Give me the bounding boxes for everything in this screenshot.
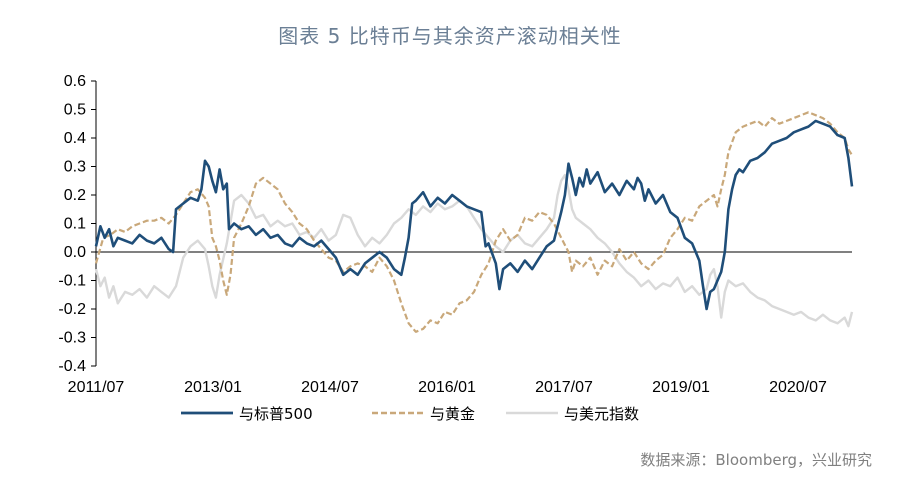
x-tick-label: 2016/01 xyxy=(418,379,476,396)
legend-label-2: 与美元指数 xyxy=(564,405,639,423)
series-line-1 xyxy=(94,111,853,333)
y-axis: -0.4 -0.3 -0.2 -0.1 0.0 0.1 0.2 0.3 0.4 0.5 0.6 xyxy=(58,73,97,375)
y-tick-label: 0.4 xyxy=(64,130,86,147)
x-axis: 2011/07 2013/01 2014/07 2016/01 2017/07 2019/… xyxy=(68,251,852,396)
y-tick-label: 0.3 xyxy=(64,159,86,176)
y-tick-label: -0.2 xyxy=(58,301,86,318)
x-tick-label: 2020/07 xyxy=(769,379,827,396)
x-tick-label: 2014/07 xyxy=(301,379,359,396)
series-lines xyxy=(94,111,854,333)
legend: 与标普500 与黄金 与美元指数 xyxy=(181,405,639,423)
y-tick-label: -0.1 xyxy=(58,273,86,290)
x-tick-label: 2019/01 xyxy=(652,379,710,396)
x-tick-label: 2017/07 xyxy=(535,379,593,396)
series-line-2 xyxy=(94,173,854,328)
y-tick-label: -0.4 xyxy=(58,358,86,375)
y-tick-label: -0.3 xyxy=(58,330,86,347)
y-tick-label: 0.0 xyxy=(64,244,86,261)
y-tick-label: 0.1 xyxy=(64,216,86,233)
source-note: 数据来源：Bloomberg，兴业研究 xyxy=(640,451,872,469)
y-tick-label: 0.2 xyxy=(64,187,86,204)
x-tick-label: 2011/07 xyxy=(68,379,125,396)
x-tick-label: 2013/01 xyxy=(184,379,242,396)
y-tick-label: 0.5 xyxy=(64,102,86,119)
y-tick-label: 0.6 xyxy=(64,73,86,90)
series-line-0 xyxy=(94,119,854,311)
legend-label-1: 与黄金 xyxy=(430,405,475,423)
chart-title: 图表 5 比特币与其余资产滚动相关性 xyxy=(278,24,622,48)
legend-label-0: 与标普500 xyxy=(239,405,313,423)
